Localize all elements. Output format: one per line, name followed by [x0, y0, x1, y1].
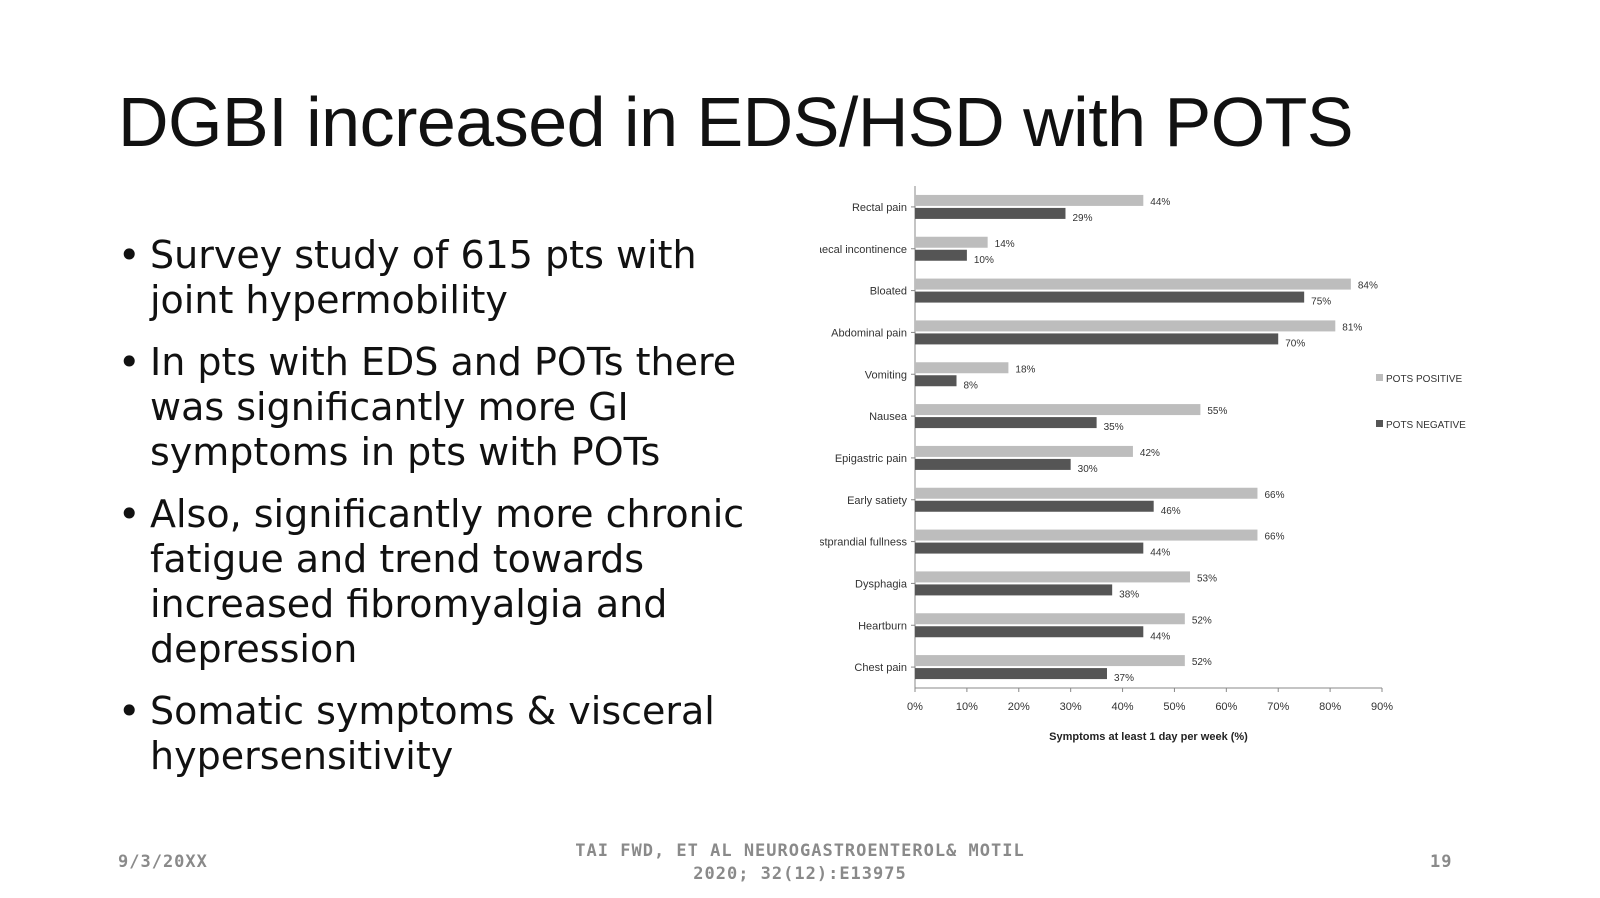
legend-label: POTS POSITIVE: [1386, 374, 1462, 385]
bar-value-label: 70%: [1285, 338, 1305, 349]
category-label: Heartburn: [858, 620, 907, 632]
bullet-item: In pts with EDS and POTs there was signi…: [118, 340, 778, 475]
category-label: Dysphagia: [855, 578, 908, 590]
citation-line: 2020; 32(12):E13975: [693, 864, 907, 884]
bar-chart-svg: 0% 10% 20% 30% 40% 50% 60% 70% 80% 90% Symptoms at…: [820, 186, 1466, 743]
bar-value-label: 66%: [1264, 490, 1284, 501]
bar-pots-negative: [915, 668, 1107, 680]
bar-pots-positive: [915, 529, 1258, 541]
bar-value-label: 10%: [974, 255, 994, 266]
bar-pots-positive: [915, 613, 1185, 625]
bar-pots-positive: [915, 278, 1351, 290]
bar-pots-negative: [915, 249, 967, 261]
x-tick-label: 10%: [956, 701, 978, 713]
bar-value-label: 18%: [1015, 364, 1035, 375]
bar-value-label: 52%: [1192, 615, 1212, 626]
x-tick-label: 80%: [1319, 701, 1341, 713]
bar-value-label: 44%: [1150, 548, 1170, 559]
bar-pots-positive: [915, 236, 988, 248]
footer-date: 9/3/20XX: [118, 852, 208, 872]
bar-pots-negative: [915, 375, 957, 387]
bar-chart: 0% 10% 20% 30% 40% 50% 60% 70% 80% 90% Symptoms at…: [820, 180, 1520, 770]
category-label: Vomiting: [865, 369, 907, 381]
bar-value-label: 81%: [1342, 322, 1362, 333]
x-tick-label: 70%: [1267, 701, 1289, 713]
bar-value-label: 37%: [1114, 673, 1134, 684]
bar-pots-positive: [915, 404, 1201, 416]
x-tick-label: 30%: [1060, 701, 1082, 713]
bar-pots-positive: [915, 487, 1258, 499]
category-label: Early satiety: [847, 495, 907, 507]
legend-swatch: [1376, 420, 1383, 427]
bar-pots-positive: [915, 655, 1185, 667]
bar-value-label: 55%: [1207, 406, 1227, 417]
bar-value-label: 29%: [1072, 213, 1092, 224]
category-label: Epigastric pain: [835, 453, 907, 465]
category-label: Faecal incontinence: [820, 244, 907, 256]
bar-value-label: 35%: [1104, 422, 1124, 433]
category-label: Postprandial fullness: [820, 537, 907, 549]
bar-value-label: 75%: [1311, 297, 1331, 308]
x-tick-label: 20%: [1008, 701, 1030, 713]
bar-pots-positive: [915, 320, 1336, 332]
bar-pots-negative: [915, 542, 1144, 554]
bar-value-label: 44%: [1150, 197, 1170, 208]
category-label: Chest pain: [854, 662, 907, 674]
bar-value-label: 38%: [1119, 589, 1139, 600]
bar-value-label: 84%: [1358, 281, 1378, 292]
x-tick-label: 50%: [1163, 701, 1185, 713]
x-tick-label: 40%: [1112, 701, 1134, 713]
category-label: Nausea: [869, 411, 908, 423]
bar-value-label: 66%: [1264, 532, 1284, 543]
bar-pots-negative: [915, 333, 1279, 345]
bullet-item: Survey study of 615 pts with joint hyper…: [118, 233, 778, 323]
page-number: 19: [1430, 852, 1453, 872]
footer-citation: TAI FWD, ET AL NEUROGASTROENTEROL& MOTIL…: [500, 840, 1100, 886]
x-tick-label: 0%: [907, 701, 923, 713]
x-tick-label: 90%: [1371, 701, 1393, 713]
bar-pots-positive: [915, 445, 1133, 457]
bar-value-label: 52%: [1192, 657, 1212, 668]
bar-pots-negative: [915, 584, 1113, 596]
bar-value-label: 8%: [964, 380, 979, 391]
bar-value-label: 44%: [1150, 631, 1170, 642]
category-label: Bloated: [870, 286, 907, 298]
slide-title: DGBI increased in EDS/HSD with POTS: [118, 83, 1354, 161]
bullet-item: Somatic symptoms & visceral hypersensiti…: [118, 689, 778, 779]
bar-pots-positive: [915, 194, 1144, 206]
category-label: Abdominal pain: [831, 327, 907, 339]
citation-line: TAI FWD, ET AL NEUROGASTROENTEROL& MOTIL: [575, 841, 1025, 861]
bar-pots-negative: [915, 500, 1154, 512]
bar-value-label: 53%: [1197, 573, 1217, 584]
category-label: Rectal pain: [852, 202, 907, 214]
bar-value-label: 14%: [995, 239, 1015, 250]
bar-value-label: 42%: [1140, 448, 1160, 459]
bar-pots-negative: [915, 291, 1305, 303]
bar-value-label: 46%: [1161, 506, 1181, 517]
bar-pots-negative: [915, 626, 1144, 638]
bar-value-label: 30%: [1078, 464, 1098, 475]
bar-pots-positive: [915, 571, 1191, 583]
bar-pots-negative: [915, 458, 1071, 470]
bar-pots-negative: [915, 207, 1066, 219]
bar-pots-negative: [915, 417, 1097, 429]
legend-swatch: [1376, 374, 1383, 381]
bullet-item: Also, significantly more chronic fatigue…: [118, 492, 778, 672]
bar-pots-positive: [915, 362, 1009, 374]
x-axis-title: Symptoms at least 1 day per week (%): [1049, 731, 1248, 743]
x-tick-label: 60%: [1215, 701, 1237, 713]
legend-label: POTS NEGATIVE: [1386, 420, 1466, 431]
bullet-list: Survey study of 615 pts with joint hyper…: [118, 233, 778, 796]
